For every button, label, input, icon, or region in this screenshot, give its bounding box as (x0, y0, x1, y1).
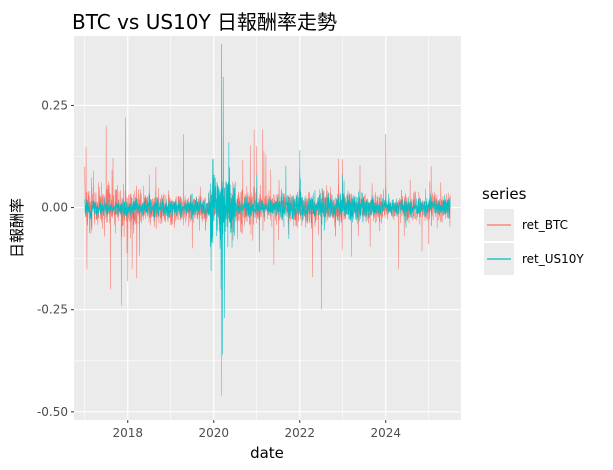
series-layer (84, 44, 451, 396)
plot-panel (74, 36, 461, 420)
series-line-ret_US10Y (84, 44, 451, 355)
grid-minor (74, 36, 461, 420)
x-tick-label: 2018 (112, 426, 143, 440)
legend-label-ret_BTC: ret_BTC (522, 218, 568, 232)
x-axis: 2018 2020 2022 2024 (112, 420, 401, 440)
x-tick-label: 2024 (370, 426, 401, 440)
legend-label-ret_US10Y: ret_US10Y (522, 252, 584, 266)
y-tick-label: -0.50 (37, 405, 68, 419)
x-axis-title: date (250, 444, 284, 462)
legend-items: ret_BTC ret_US10Y (484, 209, 584, 275)
y-tick-label: 0.00 (41, 201, 68, 215)
y-tick-label: -0.25 (37, 303, 68, 317)
legend-title: series (482, 185, 527, 203)
y-axis-title: 日報酬率 (8, 198, 26, 258)
chart-title: BTC vs US10Y 日報酬率走勢 (72, 10, 337, 34)
y-tick-label: 0.25 (41, 98, 68, 112)
x-tick-label: 2020 (198, 426, 229, 440)
legend: series ret_BTC ret_US10Y (482, 185, 584, 275)
x-tick-label: 2022 (284, 426, 315, 440)
y-axis: 0.25 0.00 -0.25 -0.50 (37, 98, 74, 419)
